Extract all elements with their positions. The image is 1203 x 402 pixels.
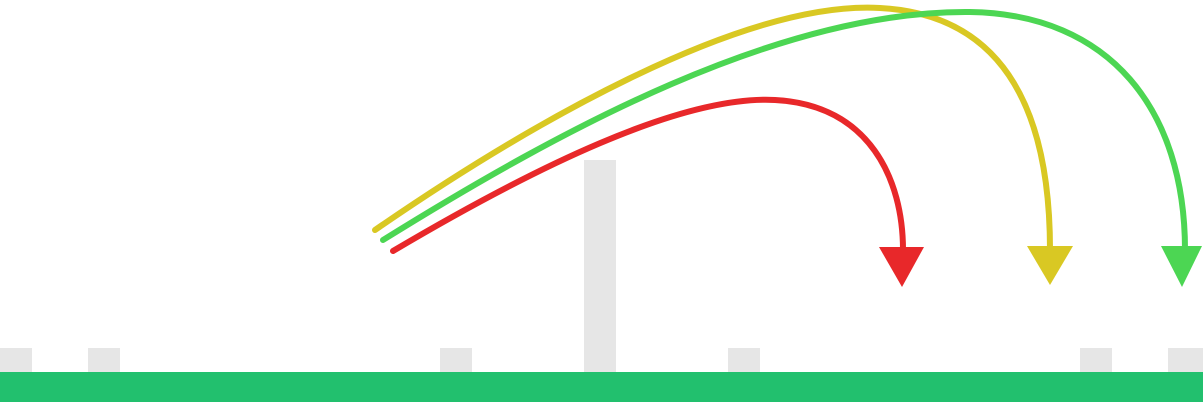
tall-post	[584, 160, 616, 374]
short-post	[728, 348, 760, 374]
short-post	[1168, 348, 1203, 374]
short-post	[1080, 348, 1112, 374]
short-post	[0, 348, 32, 374]
red-arc	[390, 96, 906, 254]
short-post	[88, 348, 120, 374]
red-arrowhead	[879, 247, 924, 287]
ground	[0, 372, 1203, 402]
yellow-arrowhead	[1027, 246, 1073, 285]
yellow-arc	[372, 4, 1053, 253]
green-arrowhead	[1161, 246, 1202, 287]
short-post	[440, 348, 472, 374]
green-arc	[380, 8, 1188, 253]
